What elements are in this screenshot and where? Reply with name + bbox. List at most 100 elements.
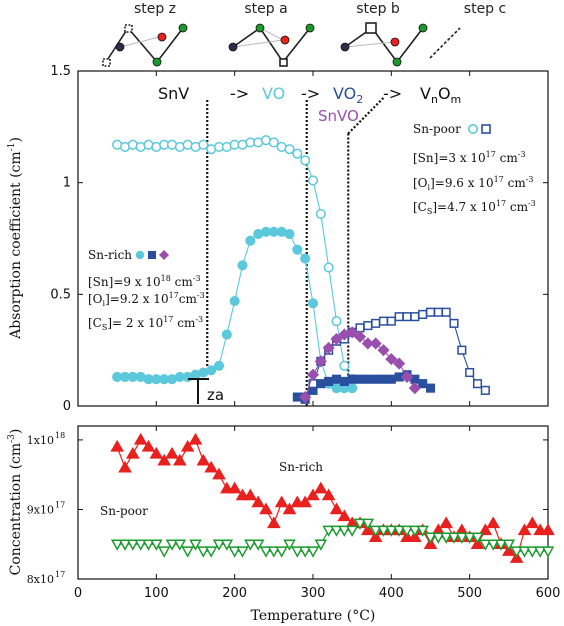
sn_poor-point [189, 539, 202, 551]
poor_blue-point [472, 379, 483, 389]
sn_poor-point [361, 518, 375, 530]
rich_cyan-point [347, 383, 358, 394]
poor_blue-point [363, 321, 373, 331]
step-b-schematic [340, 22, 428, 67]
sn_rich-point [541, 523, 555, 536]
step-schematics [102, 22, 461, 67]
sn_rich-point [227, 481, 242, 494]
sn_poor-point [275, 546, 288, 558]
rich_blue-point [425, 383, 436, 393]
sn_poor-point [416, 525, 429, 537]
sn_poor-point [432, 532, 445, 544]
rich_cyan-point [245, 235, 256, 246]
x-axis-label: Temperature (°C) [251, 608, 376, 624]
annotation-snvo: SnVO [318, 107, 359, 125]
bottom-y-tick-exponent: 17 [55, 570, 65, 579]
rich_blue-point [363, 374, 373, 384]
legend-sn-rich: Sn-rich [Sn]=9 x 1018 cm-3 [Oi]=9.2 x 10… [88, 248, 205, 332]
absorption-plot: 0 0.5 1 1.5 Absorption coefficient (cm-1) S… [7, 64, 549, 414]
annotation-arrow-2: -> [301, 84, 320, 103]
rich_purple-point [299, 391, 312, 404]
sn_poor-point [338, 525, 351, 537]
sn_rich-point [212, 467, 226, 480]
sn_poor-point [526, 546, 539, 558]
sn_rich-point [204, 460, 218, 473]
poor_blue-point [410, 312, 420, 322]
sn_poor-point [291, 546, 304, 558]
legend-sn-rich-cs: [CS]= 2 x 1017 cm-3 [88, 315, 203, 332]
bottom-y-tick-label: 8x10 [27, 573, 54, 586]
top-y-tick-label: 1.5 [50, 64, 71, 79]
rich_blue-point [386, 374, 396, 384]
sn_poor-point [408, 525, 422, 537]
sn_rich-point [141, 439, 156, 452]
sn_rich-point [188, 432, 203, 445]
annotation-vnom: VnOm [420, 84, 461, 106]
rich_cyan-point [237, 260, 248, 271]
legend-sn-poor-oi: [Oi]=9.6 x 1017 cm-3 [413, 175, 534, 192]
sn_rich-point [149, 446, 164, 459]
sn_rich-point [110, 439, 124, 452]
sn_rich-point [525, 516, 540, 529]
rich_blue-point [371, 374, 381, 384]
poor_cyan-point [339, 360, 350, 371]
sn_rich-point [220, 481, 234, 494]
x-tick-label: 500 [457, 586, 482, 601]
legend-sn-rich-oi: [Oi]=9.2 x 1017cm-3 [88, 291, 205, 308]
sn_poor-point [181, 546, 194, 558]
sn_poor-point [142, 539, 155, 551]
step-a-schematic [228, 23, 315, 67]
step-z-schematic [102, 23, 188, 67]
sn_poor-point [236, 546, 249, 558]
sn_poor-point [197, 546, 210, 558]
step-c-arrow [429, 27, 461, 59]
sn_poor-point [479, 539, 492, 551]
poor_blue-point [418, 309, 428, 319]
top-y-tick-label: 0.5 [50, 287, 71, 302]
poor_blue-point [457, 345, 467, 355]
poor_blue-point [402, 312, 412, 322]
x-tick-label: 100 [144, 586, 169, 601]
sn_poor-point [533, 546, 547, 558]
rich_purple-point [385, 353, 398, 366]
sn_poor-point [400, 525, 414, 537]
poor_cyan-point [307, 175, 319, 186]
rich_purple-point [346, 326, 359, 339]
rich_purple-point [393, 357, 406, 370]
sn_poor-point [541, 546, 555, 558]
poor_cyan-point [315, 208, 326, 219]
sn_poor-point [345, 525, 359, 537]
rich_blue-point [418, 379, 428, 389]
sn_poor-point [518, 546, 531, 558]
top-y-tick-label: 1 [63, 176, 71, 191]
rich_cyan-point [284, 228, 295, 240]
rich_cyan-point [292, 244, 303, 255]
sn_poor-point [494, 539, 508, 551]
poor_blue-point [449, 318, 459, 328]
rich_blue-point [316, 379, 326, 389]
sn_rich-point [243, 488, 258, 501]
sn_rich-point [314, 481, 328, 494]
sn_poor-point [298, 546, 312, 558]
sn_rich-point [321, 488, 336, 501]
poor_blue-point [465, 367, 475, 378]
sn_rich-point [126, 446, 140, 459]
annotation-arrow-3: -> [383, 84, 402, 103]
sn_poor-point [447, 532, 461, 544]
rich_purple-point [408, 382, 421, 395]
rich_purple-point [330, 332, 343, 346]
rich_purple-point [369, 337, 382, 350]
sn_rich-point [180, 439, 195, 452]
sn_poor-point [244, 539, 257, 551]
poor_blue-point [480, 385, 490, 395]
legend-sn-rich-square-icon [148, 251, 156, 259]
sn_poor-point [424, 532, 437, 544]
x-tick-label: 600 [536, 586, 561, 601]
x-tick-label: 400 [379, 586, 404, 601]
annotation-arrow-1: -> [230, 84, 249, 103]
legend-sn-rich-circle-icon [135, 250, 145, 260]
sn_poor-point [173, 539, 187, 551]
sn_poor-point [259, 546, 273, 558]
